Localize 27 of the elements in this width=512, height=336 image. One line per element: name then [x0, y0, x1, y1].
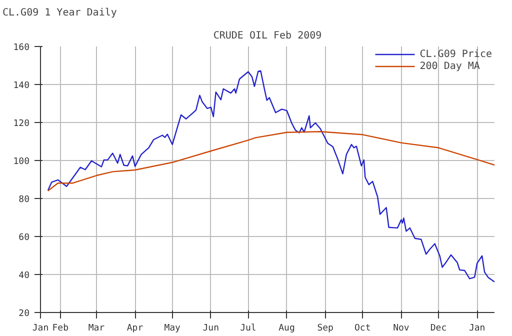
y-tick-label: 60	[18, 233, 30, 243]
y-tick-label: 140	[13, 81, 30, 91]
y-tick-label: 160	[13, 43, 30, 53]
x-tick-label: Dec	[430, 324, 447, 334]
x-tick-label: Mar	[88, 324, 106, 334]
x-tick-label: Apr	[126, 324, 144, 334]
line-series	[47, 70, 494, 283]
y-tick-label: 80	[18, 195, 30, 205]
legend-label: 200 Day MA	[420, 60, 480, 72]
y-tick-label: 40	[18, 271, 30, 281]
x-tick-label: Aug	[278, 324, 295, 334]
y-tick-label: 20	[18, 309, 30, 319]
y-tick-label: 100	[13, 157, 30, 167]
chart-title: CRUDE OIL Feb 2009	[213, 30, 322, 42]
x-tick-label: Jul	[240, 324, 256, 334]
x-tick-label: Feb	[52, 324, 69, 334]
x-tick-label: Sep	[317, 324, 334, 334]
line-series	[47, 131, 494, 192]
y-tick-label: 120	[13, 119, 30, 129]
x-tick-label: Jan	[32, 324, 49, 334]
text: CL.G09 1 Year Daily	[2, 8, 117, 18]
legend-label: CL.G09 Price	[420, 48, 492, 60]
x-tick-label: Jun	[202, 324, 220, 334]
x-tick-label: Jan	[468, 324, 486, 334]
x-tick-label: May	[164, 324, 182, 334]
x-tick-label: Nov	[393, 324, 410, 334]
x-tick-label: Oct	[354, 324, 371, 334]
